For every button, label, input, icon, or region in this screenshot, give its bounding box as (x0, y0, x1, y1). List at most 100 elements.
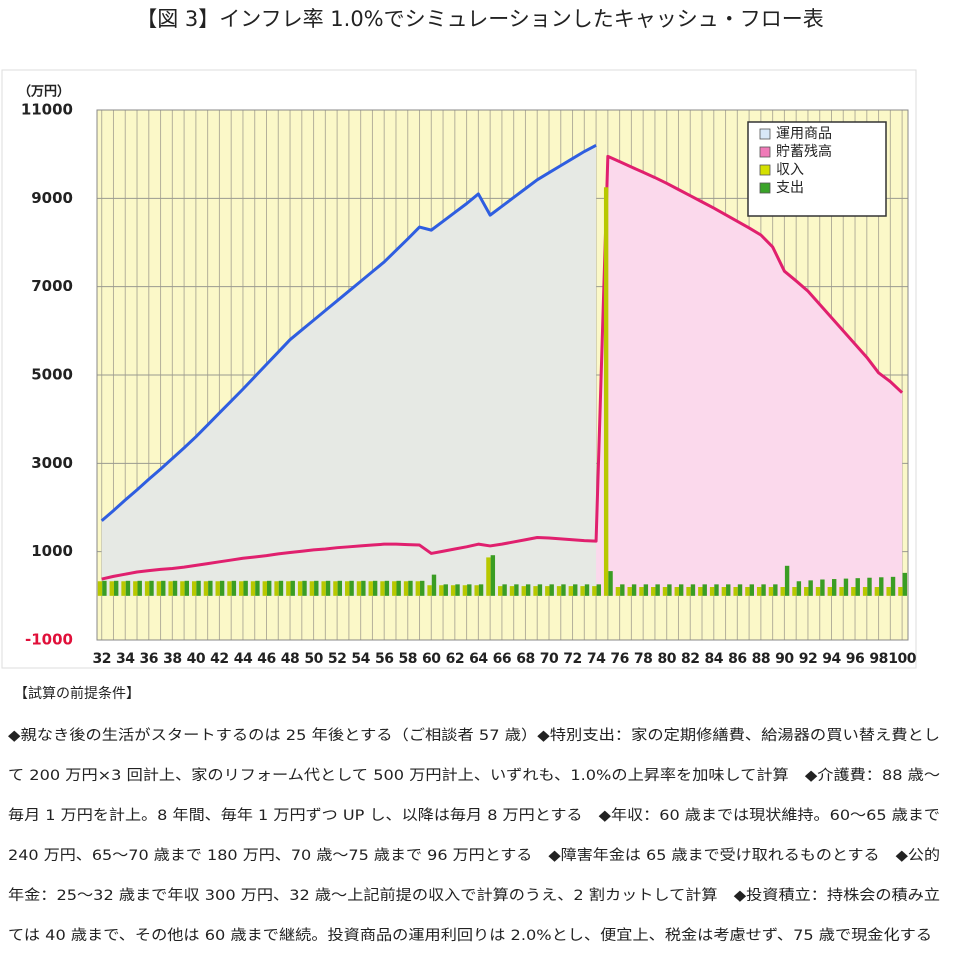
bar (443, 584, 448, 596)
bar (133, 581, 138, 596)
bar (290, 580, 295, 596)
y-tick-label: 11000 (21, 101, 73, 119)
x-tick-label: 54 (351, 651, 370, 667)
bar (533, 586, 538, 596)
bar (97, 581, 103, 596)
bar (337, 580, 343, 596)
bar (102, 580, 107, 596)
bar (537, 584, 543, 596)
y-tick-label: 3000 (31, 454, 73, 472)
x-tick-label: 96 (846, 651, 864, 667)
x-tick-label: 88 (752, 651, 770, 667)
bar (361, 580, 366, 596)
bar (714, 584, 719, 596)
bar (615, 587, 621, 596)
bar (309, 581, 315, 596)
bar (344, 581, 350, 596)
bar (498, 586, 503, 596)
bar (851, 587, 856, 596)
bar (827, 587, 832, 596)
bar (651, 587, 656, 596)
bar (302, 580, 307, 596)
bar (502, 584, 507, 596)
legend-swatch (759, 146, 771, 158)
bar (137, 580, 142, 596)
bar (427, 585, 432, 596)
bar (266, 580, 272, 596)
bar (349, 580, 354, 596)
chart-title: 【図 3】インフレ率 1.0%でシミュレーションしたキャッシュ・フロー表 (136, 7, 824, 31)
bar (203, 581, 209, 596)
bar (862, 587, 868, 596)
x-tick-label: 70 (540, 651, 559, 667)
bar (368, 581, 373, 596)
bar (450, 585, 456, 596)
bar (255, 580, 260, 596)
bar (549, 584, 554, 596)
bar (768, 587, 774, 596)
notes-heading: 【試算の前提条件】 (14, 685, 140, 702)
chart-frame (1, 69, 917, 669)
bar (898, 587, 903, 596)
x-tick-label: 82 (681, 651, 699, 667)
bar (690, 584, 696, 596)
x-tick-label: 32 (92, 651, 110, 667)
bar (490, 555, 496, 596)
bar (467, 584, 472, 596)
bar (890, 576, 896, 596)
bar (655, 584, 660, 596)
bar (184, 580, 190, 596)
x-tick-label: 60 (422, 651, 441, 667)
bar (168, 581, 173, 596)
bar (161, 580, 166, 596)
bar (843, 578, 849, 596)
bar (620, 584, 625, 596)
bar (831, 579, 837, 596)
bar (867, 577, 872, 596)
bar (208, 580, 213, 596)
legend-swatch (759, 182, 771, 194)
x-tick-label: 58 (399, 651, 417, 667)
x-tick-label: 62 (446, 651, 464, 667)
note-line: ては 40 歳まで、その他は 60 歳まで継続。投資商品の運用利回りは 2.0%… (8, 927, 932, 944)
bar (431, 574, 437, 596)
legend-swatch (759, 128, 771, 140)
bar (474, 585, 479, 596)
note-line: 240 万円、65～70 歳まで 180 万円、70 歳～75 歳まで 96 万… (8, 846, 940, 864)
bar (879, 577, 884, 596)
x-tick-label: 100 (888, 651, 916, 667)
bar (455, 584, 460, 596)
x-tick-label: 50 (304, 651, 323, 667)
bar (780, 587, 785, 596)
y-tick-label: 1000 (31, 542, 73, 560)
bar (525, 584, 531, 596)
bar (545, 586, 550, 596)
bar (191, 581, 197, 596)
bar (874, 587, 880, 596)
bar (321, 581, 326, 596)
bar (674, 587, 679, 596)
bar (408, 580, 413, 596)
bar (556, 586, 562, 596)
x-tick-label: 40 (187, 651, 206, 667)
bar (573, 584, 578, 596)
bar (121, 581, 126, 596)
x-tick-label: 46 (257, 651, 275, 667)
legend-label: 運用商品 (776, 126, 832, 142)
x-tick-label: 68 (516, 651, 534, 667)
bar (462, 585, 468, 596)
bar (333, 581, 338, 596)
bar (239, 581, 244, 596)
bar (639, 587, 644, 596)
bar (886, 587, 891, 596)
bar (584, 584, 590, 596)
bar (631, 584, 637, 596)
note-line: て 200 万円×3 回計上、家のリフォーム代として 500 万円計上、いずれも… (8, 767, 940, 784)
bar (608, 571, 613, 596)
bar (392, 581, 397, 596)
bar (149, 580, 154, 596)
bar (231, 580, 237, 596)
x-tick-label: 42 (210, 651, 228, 667)
